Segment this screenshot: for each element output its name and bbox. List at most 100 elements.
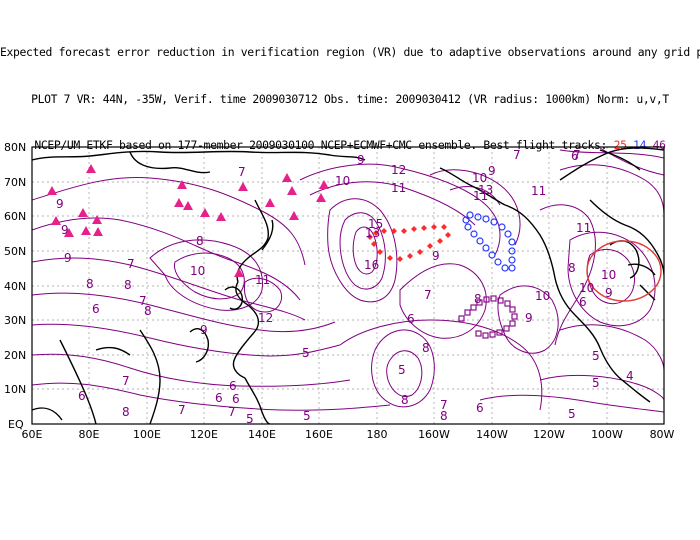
contour-label: 9 xyxy=(488,164,496,178)
contour-label: 9 xyxy=(200,323,208,337)
lat-label: 80N xyxy=(4,141,26,154)
contour-label: 8 xyxy=(86,277,94,291)
contour-label: 6 xyxy=(407,312,415,326)
contour-label: 7 xyxy=(513,148,521,162)
contour-label: 5 xyxy=(592,349,600,363)
contour-label: 11 xyxy=(391,181,406,195)
contour-label: 11 xyxy=(255,273,270,287)
graticule xyxy=(32,147,664,424)
contour-label: 8 xyxy=(422,341,430,355)
contour-label: 8 xyxy=(401,393,409,407)
longitude-labels: 60E 80E 100E 120E 140E 160E 180 160W 140… xyxy=(22,428,675,441)
lon-label: 80W xyxy=(650,428,675,441)
contour-label: 4 xyxy=(626,369,634,383)
map-frame xyxy=(31,146,665,425)
contour-label: 9 xyxy=(605,286,613,300)
lat-label: 50N xyxy=(4,245,26,258)
contour-label: 9 xyxy=(56,197,64,211)
contour-lines xyxy=(32,147,664,413)
contour-value-labels: 9 8 7 8 9 10 11 12 13 15 16 7 6 5 9 7 6 … xyxy=(56,148,634,426)
contour-label: 5 xyxy=(303,409,311,423)
lon-label: 60E xyxy=(22,428,43,441)
contour-label: 5 xyxy=(246,412,254,426)
contour-label: 10 xyxy=(190,264,205,278)
latitude-labels: 80N 70N 60N 50N 40N 30N 20N 10N EQ xyxy=(4,141,26,431)
contour-label: 16 xyxy=(364,258,379,272)
contour-label: 15 xyxy=(368,217,383,231)
contour-label: 8 xyxy=(122,405,130,419)
contour-label: 11 xyxy=(576,221,591,235)
lat-label: 40N xyxy=(4,280,26,293)
lat-label: EQ xyxy=(8,418,24,431)
lon-label: 100E xyxy=(133,428,161,441)
contour-label: 6 xyxy=(232,392,240,406)
lon-label: 100W xyxy=(591,428,623,441)
contour-label: 8 xyxy=(474,292,482,306)
contour-label: 6 xyxy=(78,389,86,403)
contour-label: 9 xyxy=(357,153,365,167)
contour-label: 7 xyxy=(127,257,135,271)
lon-label: 160E xyxy=(305,428,333,441)
header-line-3-text: NCEP/UM ETKF based on 177-member 2009030… xyxy=(34,138,614,152)
lon-label: 140E xyxy=(248,428,276,441)
verification-region-circle xyxy=(586,240,662,302)
contour-label: 7 xyxy=(424,288,432,302)
contour-label: 10 xyxy=(535,289,550,303)
contour-label: 9 xyxy=(432,249,440,263)
contour-label: 12 xyxy=(258,311,273,325)
lat-label: 60N xyxy=(4,210,26,223)
lon-label: 180 xyxy=(367,428,388,441)
lat-label: 10N xyxy=(4,383,26,396)
contour-label: 5 xyxy=(592,376,600,390)
lon-label: 160W xyxy=(418,428,450,441)
lon-label: 120E xyxy=(190,428,218,441)
contour-label: 8 xyxy=(196,234,204,248)
lon-label: 120W xyxy=(533,428,565,441)
contour-label: 7 xyxy=(573,148,581,162)
lat-label: 70N xyxy=(4,176,26,189)
contour-label: 5 xyxy=(568,407,576,421)
contour-label: 7 xyxy=(178,403,186,417)
flight-track-14 xyxy=(462,211,516,272)
contour-label: 8 xyxy=(144,304,152,318)
contour-label: 13 xyxy=(365,226,380,240)
contour-label: 7 xyxy=(238,165,246,179)
contour-label: 6 xyxy=(476,401,484,415)
contour-label: 9 xyxy=(64,251,72,265)
contour-label: 8 xyxy=(440,409,448,423)
flight-track-25 xyxy=(367,224,451,262)
header-line-1: Expected forecast error reduction in ver… xyxy=(0,45,700,59)
plot-header: Expected forecast error reduction in ver… xyxy=(0,14,700,169)
flight-track-46 xyxy=(458,295,518,339)
contour-label: 10 xyxy=(335,174,350,188)
contour-label: 11 xyxy=(531,184,546,198)
observation-triangles xyxy=(47,164,329,277)
contour-label: 11 xyxy=(473,189,488,203)
header-line-3: NCEP/UM ETKF based on 177-member 2009030… xyxy=(0,138,700,154)
contour-label: 6 xyxy=(579,295,587,309)
contour-label: 6 xyxy=(92,302,100,316)
contour-label: 5 xyxy=(398,363,406,377)
contour-label: 6 xyxy=(571,149,579,163)
contour-label: 9 xyxy=(61,223,69,237)
coastlines xyxy=(32,147,664,424)
contour-label: 8 xyxy=(568,261,576,275)
contour-label: 7 xyxy=(440,398,448,412)
lon-label: 140W xyxy=(476,428,508,441)
contour-label: 7 xyxy=(228,405,236,419)
contour-label: 9 xyxy=(525,311,533,325)
contour-label: 10 xyxy=(579,281,594,295)
lat-label: 20N xyxy=(4,349,26,362)
contour-label: 5 xyxy=(302,346,310,360)
lat-label: 30N xyxy=(4,314,26,327)
header-line-2: PLOT 7 VR: 44N, -35W, Verif. time 200903… xyxy=(31,91,669,106)
contour-label: 7 xyxy=(139,294,147,308)
contour-label: 13 xyxy=(478,183,493,197)
contour-label: 6 xyxy=(229,379,237,393)
contour-label: 12 xyxy=(391,163,406,177)
lon-label: 80E xyxy=(79,428,100,441)
contour-label: 8 xyxy=(124,278,132,292)
contour-label: 10 xyxy=(601,268,616,282)
contour-label: 10 xyxy=(472,171,487,185)
